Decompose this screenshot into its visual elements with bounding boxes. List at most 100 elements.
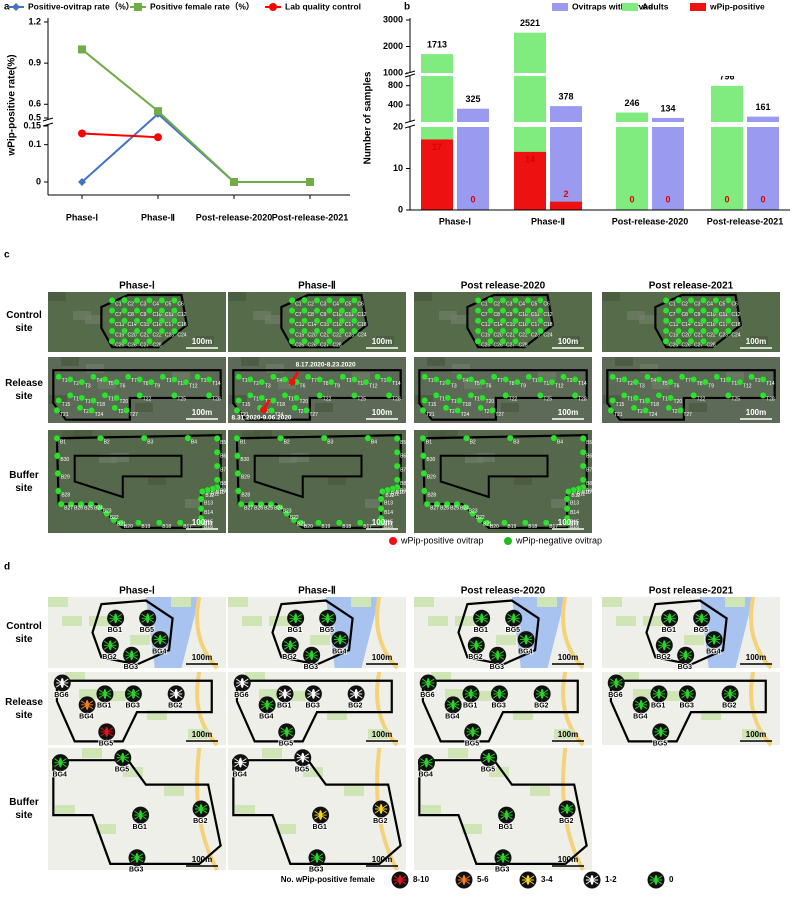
ovitrap: [487, 317, 494, 325]
ovitrap-label: T24: [95, 412, 104, 418]
ovitrap-label: C22: [332, 332, 341, 338]
map-texture: [85, 315, 103, 324]
ovitrap-label: B6: [586, 454, 592, 460]
ovitrap-label: B10: [582, 490, 591, 496]
ovitrap: [133, 296, 141, 304]
map-texture: [615, 357, 633, 366]
ovitrap: [690, 375, 698, 383]
green-area: [643, 616, 663, 626]
trap-label: BG2: [102, 654, 117, 661]
ovitrap: [499, 327, 507, 335]
ovitrap-label: B15: [570, 520, 579, 526]
ovitrap: [184, 434, 192, 442]
map-texture: [439, 311, 457, 320]
ovitrap-label: T4: [462, 378, 468, 384]
ovitrap-label: B23: [103, 509, 112, 515]
bar-value-label: 0: [665, 194, 670, 204]
mosquito-legs: [289, 613, 302, 623]
positive-ovitrap: [260, 406, 268, 414]
trap-icon: [464, 723, 482, 741]
axis-break-mark: [404, 70, 416, 78]
ovitrap-label: C17: [719, 322, 728, 328]
mosquito-legs: [125, 650, 138, 660]
ovitrap: [170, 391, 178, 399]
site-boundary: [52, 759, 222, 866]
trap-icon: [233, 674, 251, 692]
bar-value-label: 0: [629, 194, 634, 204]
ovitrap-label: T4: [96, 378, 102, 384]
ovitrap-label: C28: [518, 343, 527, 349]
trap-label: BG2: [559, 818, 574, 825]
axis-break: [404, 122, 416, 127]
ovitrap: [235, 373, 243, 381]
site-boundary: [645, 599, 728, 666]
ovitrap-label: T19: [662, 397, 671, 403]
ovitrap: [479, 394, 486, 402]
ovitrap: [444, 394, 452, 402]
ovitrap: [281, 391, 289, 399]
mosquito-legs: [104, 640, 117, 650]
trap-icon: [661, 609, 679, 627]
ovitrap-label: C11: [719, 312, 728, 318]
ovitrap: [713, 373, 721, 381]
mosquito-legs: [560, 804, 574, 814]
ovitrap-label: T22: [143, 397, 152, 403]
ovitrap-label: T9: [154, 383, 160, 389]
green-area: [344, 786, 364, 796]
legend-label: wPip-positive: [709, 1, 765, 11]
legend-label: 1-2: [605, 875, 617, 884]
ovitrap: [121, 307, 128, 315]
ovitrap: [512, 337, 519, 345]
mosquito-legs: [134, 810, 147, 820]
trap-label: BG5: [295, 767, 310, 774]
bar-value-label: 0: [760, 194, 765, 204]
ovitrap-label: T20: [120, 399, 129, 405]
mosquito-legs: [333, 635, 347, 644]
ovitrap-label: C2: [682, 302, 689, 308]
ovitrap: [268, 407, 276, 414]
panel-label: b: [404, 2, 410, 13]
mosquito-legs: [634, 700, 648, 710]
ovitrap-label: C19: [481, 332, 490, 338]
green-area: [472, 691, 492, 701]
map-texture: [639, 315, 657, 324]
ovitrap-label: T13: [755, 378, 764, 384]
ovitrap: [158, 296, 166, 304]
map-texture: [562, 336, 580, 345]
ovitrap-label: B2: [284, 440, 290, 446]
ovitrap-label: T12: [369, 383, 378, 389]
ovitrap: [502, 391, 510, 399]
bar-value-label: 2521: [520, 18, 540, 28]
y-axis-title: wPip-positive rate(%): [7, 54, 18, 156]
ovitrap-label: T1: [62, 378, 68, 384]
ovitrap: [316, 375, 324, 383]
ovitrap-label: C10: [152, 312, 161, 318]
map-texture: [291, 453, 309, 462]
bar-value-label: 246: [624, 98, 639, 108]
ovitrap: [113, 378, 120, 386]
trap-icon: [128, 849, 146, 867]
trap-icon: [533, 685, 551, 703]
ovitrap: [291, 404, 299, 412]
ovitrap-label: B3: [327, 440, 333, 446]
x-tick-label: Post-release-2021: [707, 216, 784, 226]
map-texture: [302, 338, 320, 347]
trap-label: BG2: [468, 654, 483, 661]
ovitrap-label: B6: [220, 454, 226, 460]
green-area: [489, 767, 509, 777]
y-tick-label: 20: [393, 121, 403, 131]
ovitrap: [267, 500, 275, 508]
ovitrap-label: T23: [263, 409, 272, 415]
bar: [550, 201, 582, 210]
map-texture: [315, 403, 333, 412]
ovitrap: [197, 495, 205, 503]
ovitrap-label: C22: [152, 332, 161, 338]
ovitrap: [536, 391, 544, 399]
trap-label: BG4: [52, 771, 67, 778]
green-area: [259, 689, 279, 699]
green-area: [660, 691, 680, 701]
ovitrap: [288, 327, 296, 335]
ovitrap: [419, 434, 427, 442]
trap-icon: [417, 754, 435, 772]
trap-label: BG5: [694, 627, 709, 634]
